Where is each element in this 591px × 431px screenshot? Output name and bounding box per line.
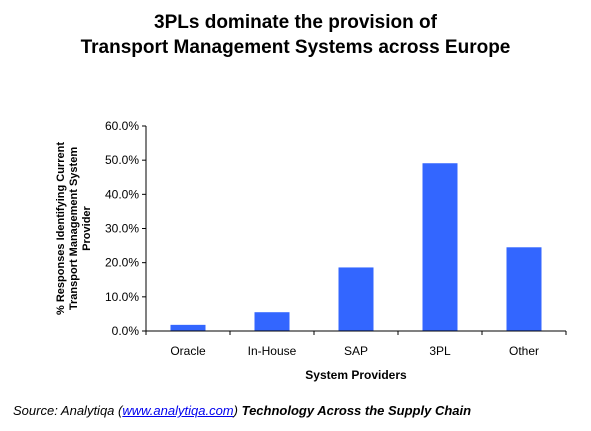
- x-tick-label: SAP: [344, 344, 368, 358]
- chart-title-line-2: Transport Management Systems across Euro…: [80, 37, 511, 58]
- y-tick-label: 60.0%: [105, 119, 139, 133]
- x-axis-title: System Providers: [305, 368, 407, 382]
- bar-oracle: [170, 324, 206, 331]
- source-link[interactable]: www.analytiqa.com: [122, 403, 234, 418]
- y-axis-title-line-3: Provider: [81, 205, 93, 250]
- y-tick-label: 40.0%: [105, 187, 139, 201]
- y-axis-ticks: 0.0% 10.0% 20.0% 30.0% 40.0% 50.0% 60.0%: [105, 119, 146, 338]
- y-axis-title-line-1: % Responses Identifying Current: [55, 142, 67, 315]
- y-tick-label: 0.0%: [112, 324, 140, 338]
- bar-3pl: [422, 163, 458, 331]
- y-tick-label: 10.0%: [105, 290, 139, 304]
- source-suffix: ): [233, 403, 238, 418]
- chart-title-line-1: 3PLs dominate the provision of: [154, 12, 437, 33]
- bar-other: [506, 247, 542, 331]
- bar-sap: [338, 267, 374, 331]
- x-tick-label: Oracle: [170, 344, 206, 358]
- x-axis-ticks: Oracle In-House SAP 3PL Other: [145, 331, 567, 358]
- chart-title: 3PLs dominate the provision of Transport…: [0, 10, 591, 60]
- y-axis-title: % Responses Identifying Current Transpor…: [55, 142, 93, 315]
- y-tick-label: 20.0%: [105, 256, 139, 270]
- x-tick-label: In-House: [248, 344, 297, 358]
- y-tick-label: 50.0%: [105, 153, 139, 167]
- bar-in-house: [254, 312, 290, 331]
- x-tick-label: Other: [509, 344, 539, 358]
- source-line: Source: Analytiqa (www.analytiqa.com) Te…: [13, 403, 471, 418]
- source-prefix: Source: Analytiqa (: [13, 403, 123, 418]
- y-tick-label: 30.0%: [105, 222, 139, 236]
- source-publication: Technology Across the Supply Chain: [241, 403, 472, 418]
- bars: [170, 163, 542, 331]
- y-axis-title-line-2: Transport Management System: [68, 147, 80, 310]
- x-tick-label: 3PL: [429, 344, 451, 358]
